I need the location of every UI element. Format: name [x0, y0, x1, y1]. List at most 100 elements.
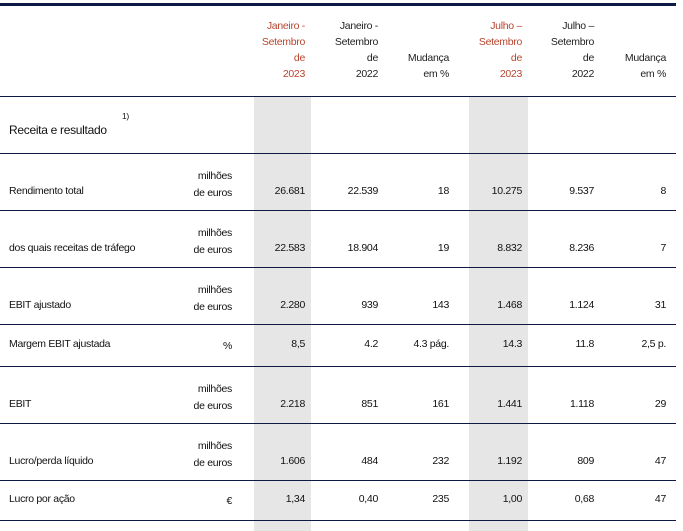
column-header-line: de	[582, 52, 594, 64]
column-header-line: Julho –	[562, 20, 594, 32]
table-cell: 1.441	[497, 398, 522, 410]
row-unit: milhões de euros	[193, 168, 233, 202]
table-cell: 9.537	[569, 185, 594, 197]
unit-line: de euros	[193, 187, 233, 199]
table-cell: 8,5	[291, 338, 305, 350]
table-cell: 1,34	[285, 493, 306, 505]
row-unit: milhões de euros	[193, 225, 233, 259]
highlight-column-shade	[254, 96, 311, 531]
column-header-line: em %	[640, 68, 666, 80]
table-cell: 1.192	[497, 455, 522, 467]
table-cell: 1.468	[497, 299, 522, 311]
row-label: EBIT	[9, 398, 32, 410]
table-cell: 7	[660, 242, 666, 254]
column-header-line: Janeiro -	[339, 20, 378, 32]
column-header-line: Mudança	[407, 52, 449, 64]
row-divider	[0, 366, 676, 367]
row-divider	[0, 423, 676, 424]
row-unit: milhões de euros	[193, 438, 233, 472]
table-cell: 29	[654, 398, 666, 410]
table-cell: 8.236	[569, 242, 594, 254]
section-title: Receita e resultado	[9, 123, 107, 137]
row-divider	[0, 210, 676, 211]
row-label: Lucro/perda líquido	[9, 455, 94, 467]
row-label: Lucro por ação	[9, 493, 75, 505]
table-cell: 1.118	[570, 398, 594, 410]
table-cell: 14.3	[502, 338, 523, 350]
column-header: Julho – Setembro de 2023	[479, 18, 522, 82]
table-cell: 2.280	[280, 299, 305, 311]
unit-line: milhões	[197, 170, 232, 182]
column-header-line: de	[366, 52, 378, 64]
table-cell: 235	[432, 493, 449, 505]
column-header: Mudança em %	[408, 50, 449, 82]
table-cell: 18	[437, 185, 449, 197]
table-cell: 4.2	[364, 338, 378, 350]
unit-line: milhões	[197, 284, 232, 296]
column-header: Janeiro - Setembro de 2022	[335, 18, 378, 82]
table-cell: 939	[361, 299, 378, 311]
row-divider	[0, 153, 676, 154]
unit-line: %	[222, 340, 232, 352]
unit-line: de euros	[193, 400, 233, 412]
table-cell: 11.8	[575, 338, 595, 350]
unit-line: de euros	[193, 244, 233, 256]
table-cell: 809	[577, 455, 594, 467]
column-header-line: Setembro	[334, 36, 378, 48]
table-cell: 31	[654, 299, 666, 311]
column-header: Janeiro - Setembro de 2023	[262, 18, 305, 82]
row-divider	[0, 324, 676, 325]
row-unit: %	[223, 338, 232, 355]
column-header-line: 2023	[282, 68, 305, 80]
footnote-marker: 1)	[122, 111, 129, 121]
table-cell: 10.275	[491, 185, 523, 197]
row-unit: milhões de euros	[193, 381, 233, 415]
unit-line: milhões	[197, 227, 232, 239]
row-unit: €	[226, 493, 232, 510]
table-cell: 8	[660, 185, 666, 197]
table-cell: 47	[654, 493, 666, 505]
row-divider	[0, 267, 676, 268]
row-divider	[0, 480, 676, 481]
unit-line: milhões	[197, 440, 232, 452]
table-cell: 22.539	[347, 185, 379, 197]
table-cell: 484	[361, 455, 378, 467]
top-rule	[0, 3, 676, 6]
unit-line: €	[226, 495, 232, 507]
column-header-line: 2023	[499, 68, 522, 80]
column-header-line: de	[293, 52, 305, 64]
column-header-line: Janeiro -	[266, 20, 305, 32]
column-header-line: Setembro	[550, 36, 594, 48]
column-header-line: 2022	[571, 68, 594, 80]
header-rule	[0, 96, 676, 97]
table-cell: 1,00	[502, 493, 523, 505]
table-cell: 1.124	[569, 299, 594, 311]
column-header-line: em %	[423, 68, 449, 80]
column-header-line: Setembro	[261, 36, 305, 48]
row-unit: milhões de euros	[193, 282, 233, 316]
unit-line: de euros	[193, 457, 233, 469]
column-header: Mudança em %	[625, 50, 666, 82]
row-label: Rendimento total	[9, 185, 84, 197]
table-cell: 161	[432, 398, 449, 410]
table-cell: 18.904	[347, 242, 379, 254]
column-header-line: Julho –	[490, 20, 522, 32]
column-header-line: 2022	[355, 68, 378, 80]
table-cell: 143	[432, 299, 449, 311]
table-cell: 26.681	[274, 185, 306, 197]
table-cell: 19	[437, 242, 449, 254]
unit-line: de euros	[193, 301, 233, 313]
row-label: Margem EBIT ajustada	[9, 338, 111, 350]
column-header: Julho – Setembro de 2022	[551, 18, 594, 82]
table-cell: 0,68	[574, 493, 595, 505]
table-cell: 47	[654, 455, 666, 467]
table-cell: 232	[432, 455, 449, 467]
row-label: EBIT ajustado	[9, 299, 71, 311]
row-divider	[0, 520, 676, 521]
unit-line: milhões	[197, 383, 232, 395]
table-cell: 8.832	[497, 242, 522, 254]
table-cell: 1.606	[280, 455, 305, 467]
table-cell: 851	[361, 398, 378, 410]
table-cell: 2.218	[280, 398, 305, 410]
